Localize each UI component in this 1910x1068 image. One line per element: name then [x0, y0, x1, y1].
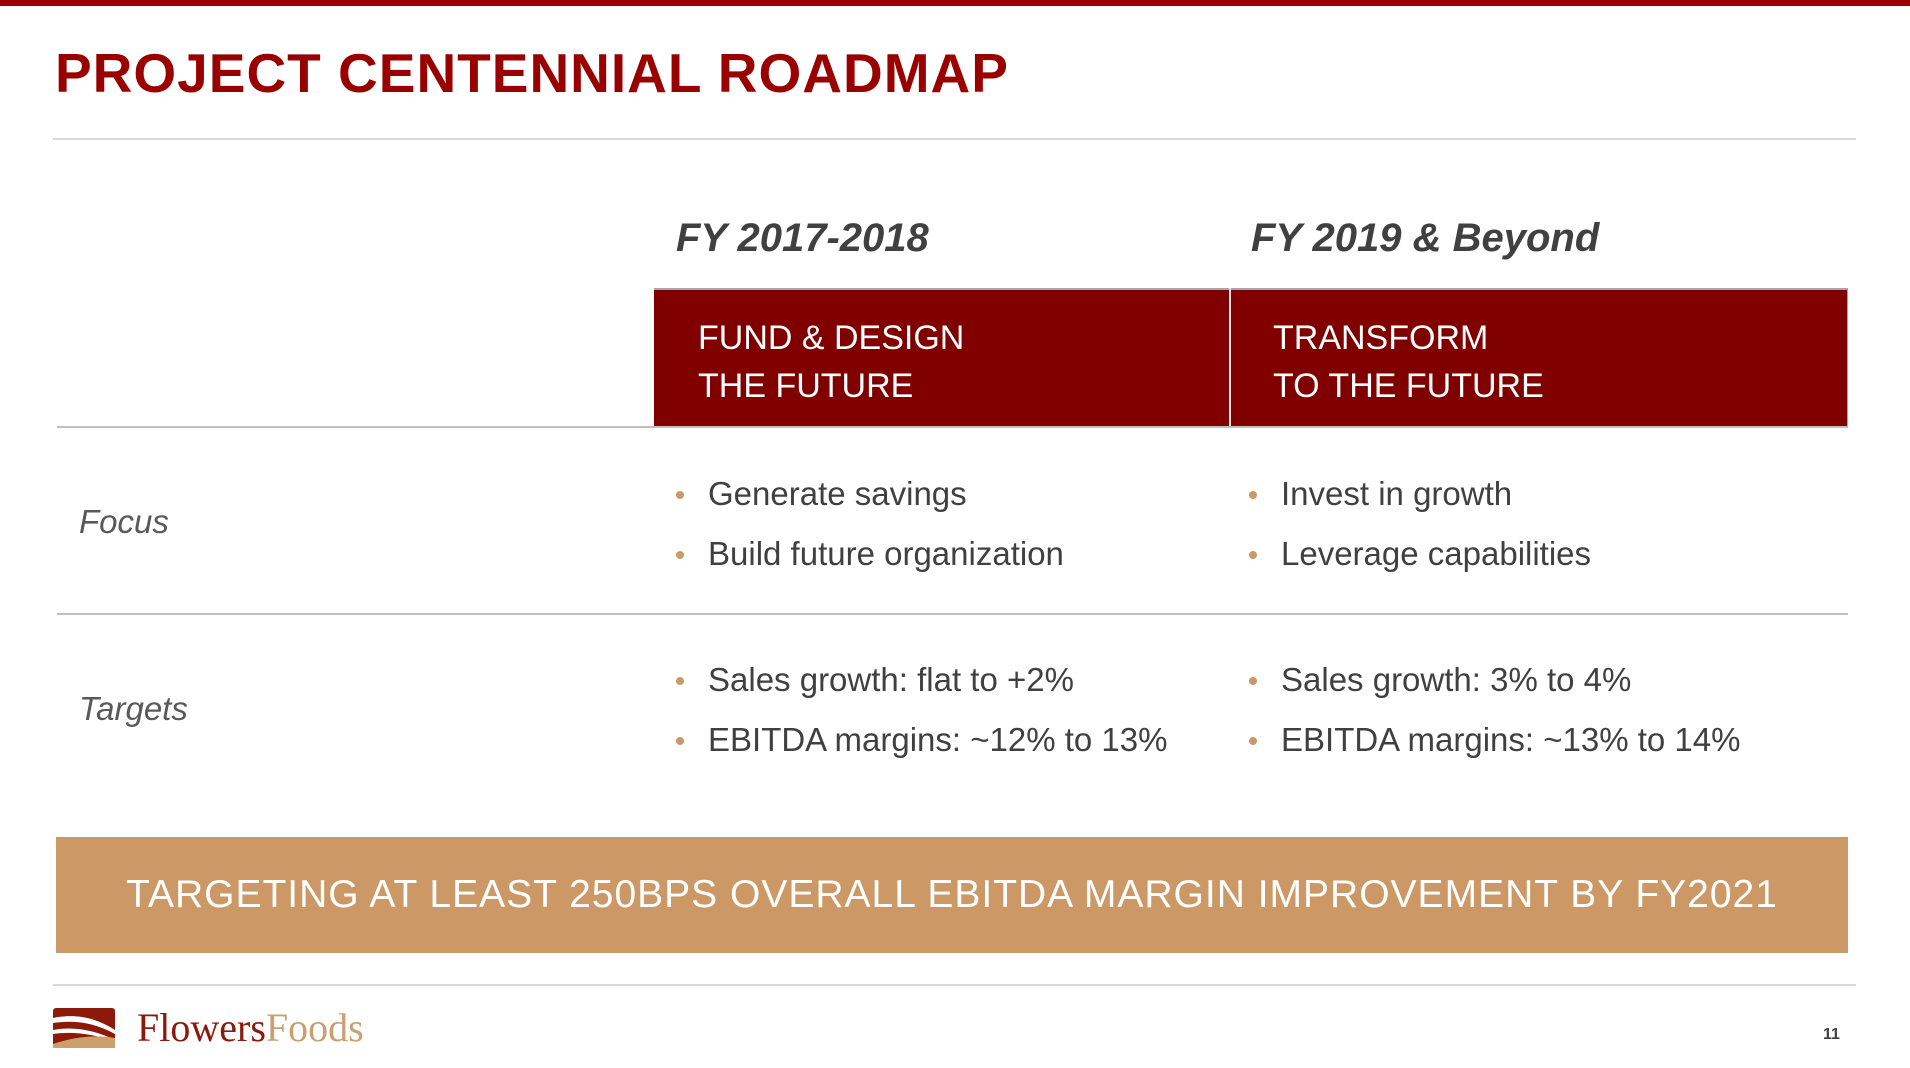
bullet-icon	[1249, 737, 1257, 745]
top-accent-bar	[0, 0, 1910, 6]
list-item: Generate savings	[676, 474, 1064, 534]
bullet-icon	[676, 551, 684, 559]
list-item: Build future organization	[676, 534, 1064, 594]
row-divider-middle	[57, 613, 1848, 615]
focus-list-fy2017-2018: Generate savings Build future organizati…	[676, 474, 1064, 594]
row-label-targets: Targets	[79, 690, 188, 727]
ebitda-target-banner: TARGETING AT LEAST 250BPS OVERALL EBITDA…	[56, 837, 1848, 953]
footer-divider	[53, 984, 1856, 986]
title-divider	[53, 138, 1856, 140]
list-item: Leverage capabilities	[1249, 534, 1591, 594]
bullet-icon	[1249, 551, 1257, 559]
row-label-focus: Focus	[79, 503, 169, 540]
column-header-fy2017-2018: FY 2017-2018	[676, 216, 929, 260]
focus-list-fy2019-beyond: Invest in growth Leverage capabilities	[1249, 474, 1591, 594]
bullet-icon	[676, 737, 684, 745]
slide-title: PROJECT CENTENNIAL ROADMAP	[55, 42, 1009, 104]
logo-wordmark: FlowersFoods	[137, 1005, 364, 1050]
list-item: EBITDA margins: ~12% to 13%	[676, 720, 1167, 780]
row-divider-top	[57, 426, 1848, 428]
flowers-foods-logo: FlowersFoods	[53, 1008, 364, 1048]
phase-label: FUND & DESIGN THE FUTURE	[698, 319, 965, 405]
flowers-foods-logo-icon	[53, 1008, 115, 1048]
list-item: Invest in growth	[1249, 474, 1591, 534]
bullet-icon	[676, 491, 684, 499]
column-header-fy2019-beyond: FY 2019 & Beyond	[1251, 216, 1600, 260]
list-item: EBITDA margins: ~13% to 14%	[1249, 720, 1740, 780]
page-number: 11	[1823, 1026, 1840, 1043]
phase-block-transform: TRANSFORM TO THE FUTURE	[1231, 288, 1848, 427]
phase-label: TRANSFORM TO THE FUTURE	[1273, 319, 1544, 405]
bullet-icon	[1249, 491, 1257, 499]
phase-divider	[1229, 288, 1231, 427]
phase-block-fund-design: FUND & DESIGN THE FUTURE	[654, 288, 1229, 427]
list-item: Sales growth: flat to +2%	[676, 660, 1167, 720]
targets-list-fy2019-beyond: Sales growth: 3% to 4% EBITDA margins: ~…	[1249, 660, 1740, 780]
bullet-icon	[1249, 677, 1257, 685]
list-item: Sales growth: 3% to 4%	[1249, 660, 1740, 720]
banner-text: TARGETING AT LEAST 250BPS OVERALL EBITDA…	[126, 873, 1778, 916]
bullet-icon	[676, 677, 684, 685]
targets-list-fy2017-2018: Sales growth: flat to +2% EBITDA margins…	[676, 660, 1167, 780]
